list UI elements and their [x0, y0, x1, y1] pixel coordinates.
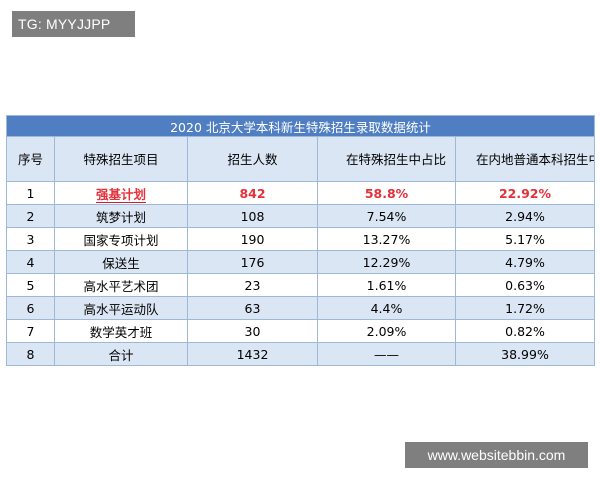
- cell-count: 176: [187, 250, 318, 274]
- header-pct-mainland: 在内地普通本科招生中占比: [455, 136, 595, 182]
- cell-pct-mainland: 5.17%: [455, 227, 595, 251]
- watermark-top-label: TG: MYYJJPP: [12, 11, 135, 37]
- table-row: 4 保送生 176 12.29% 4.79%: [6, 250, 595, 274]
- cell-pct-special: 7.54%: [317, 204, 456, 228]
- cell-no: 3: [6, 227, 55, 251]
- table-row: 2 筑梦计划 108 7.54% 2.94%: [6, 204, 595, 228]
- table-row: 3 国家专项计划 190 13.27% 5.17%: [6, 227, 595, 251]
- cell-count: 23: [187, 273, 318, 297]
- cell-project: 国家专项计划: [54, 227, 188, 251]
- cell-count: 30: [187, 319, 318, 343]
- cell-no: 6: [6, 296, 55, 320]
- table-title-row: 2020 北京大学本科新生特殊招生录取数据统计: [6, 115, 595, 137]
- table-row: 7 数学英才班 30 2.09% 0.82%: [6, 319, 595, 343]
- header-count: 招生人数: [187, 136, 318, 182]
- cell-project: 保送生: [54, 250, 188, 274]
- admissions-table: 2020 北京大学本科新生特殊招生录取数据统计 序号 特殊招生项目 招生人数 在…: [6, 115, 595, 366]
- cell-project: 强基计划: [54, 181, 188, 205]
- table-title: 2020 北京大学本科新生特殊招生录取数据统计: [6, 115, 595, 137]
- cell-pct-special: 1.61%: [317, 273, 456, 297]
- cell-project: 高水平运动队: [54, 296, 188, 320]
- cell-count: 842: [187, 181, 318, 205]
- cell-pct-mainland: 0.82%: [455, 319, 595, 343]
- cell-pct-mainland: 4.79%: [455, 250, 595, 274]
- cell-pct-special: 4.4%: [317, 296, 456, 320]
- table-header-row: 序号 特殊招生项目 招生人数 在特殊招生中占比 在内地普通本科招生中占比: [6, 136, 595, 182]
- cell-project: 合计: [54, 342, 188, 366]
- cell-no: 8: [6, 342, 55, 366]
- cell-pct-mainland: 2.94%: [455, 204, 595, 228]
- table-row: 6 高水平运动队 63 4.4% 1.72%: [6, 296, 595, 320]
- cell-no: 7: [6, 319, 55, 343]
- cell-no: 1: [6, 181, 55, 205]
- cell-project: 筑梦计划: [54, 204, 188, 228]
- header-no: 序号: [6, 136, 55, 182]
- cell-pct-special: ——: [317, 342, 456, 366]
- cell-project: 数学英才班: [54, 319, 188, 343]
- cell-count: 63: [187, 296, 318, 320]
- cell-project-text: 强基计划: [95, 186, 146, 203]
- cell-no: 2: [6, 204, 55, 228]
- cell-pct-special: 58.8%: [317, 181, 456, 205]
- table-row: 1 强基计划 842 58.8% 22.92%: [6, 181, 595, 205]
- watermark-bottom-url: www.websitebbin.com: [405, 442, 588, 468]
- cell-no: 5: [6, 273, 55, 297]
- header-pct-special: 在特殊招生中占比: [317, 136, 456, 182]
- cell-pct-mainland: 0.63%: [455, 273, 595, 297]
- cell-pct-special: 12.29%: [317, 250, 456, 274]
- cell-pct-mainland: 1.72%: [455, 296, 595, 320]
- cell-pct-special: 2.09%: [317, 319, 456, 343]
- header-project: 特殊招生项目: [54, 136, 188, 182]
- cell-project: 高水平艺术团: [54, 273, 188, 297]
- cell-pct-mainland: 38.99%: [455, 342, 595, 366]
- table-row: 8 合计 1432 —— 38.99%: [6, 342, 595, 366]
- cell-pct-special: 13.27%: [317, 227, 456, 251]
- cell-count: 190: [187, 227, 318, 251]
- cell-count: 108: [187, 204, 318, 228]
- cell-pct-mainland: 22.92%: [455, 181, 595, 205]
- cell-count: 1432: [187, 342, 318, 366]
- cell-no: 4: [6, 250, 55, 274]
- table-row: 5 高水平艺术团 23 1.61% 0.63%: [6, 273, 595, 297]
